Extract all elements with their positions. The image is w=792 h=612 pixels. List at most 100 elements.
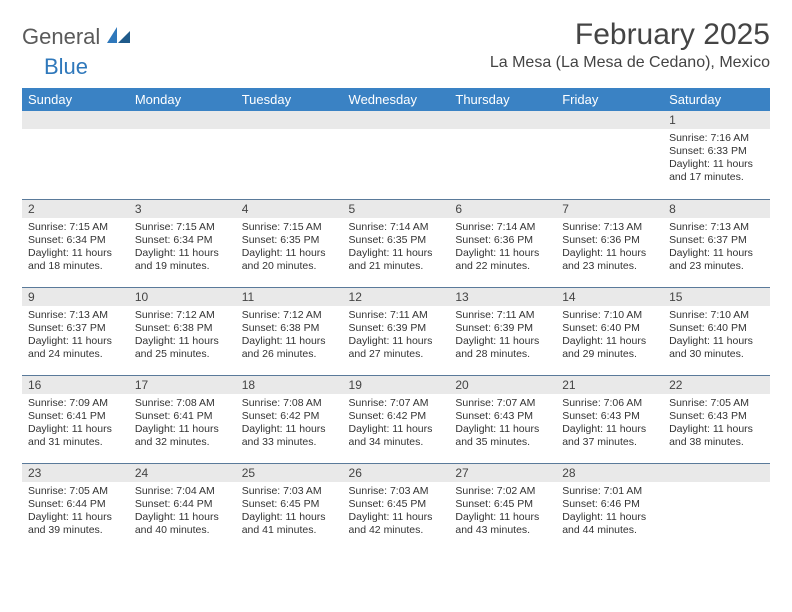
weekday-header: Sunday: [22, 88, 129, 111]
calendar-cell: 8Sunrise: 7:13 AMSunset: 6:37 PMDaylight…: [663, 199, 770, 287]
day-details: Sunrise: 7:15 AMSunset: 6:35 PMDaylight:…: [236, 218, 343, 278]
calendar-cell: 23Sunrise: 7:05 AMSunset: 6:44 PMDayligh…: [22, 463, 129, 551]
calendar-week-row: 9Sunrise: 7:13 AMSunset: 6:37 PMDaylight…: [22, 287, 770, 375]
calendar-cell: 28Sunrise: 7:01 AMSunset: 6:46 PMDayligh…: [556, 463, 663, 551]
calendar-cell: 20Sunrise: 7:07 AMSunset: 6:43 PMDayligh…: [449, 375, 556, 463]
day-number: 12: [343, 288, 450, 306]
calendar-page: General February 2025 La Mesa (La Mesa d…: [0, 0, 792, 561]
day-number: 20: [449, 376, 556, 394]
day-number: [343, 111, 450, 129]
logo-sail-icon: [106, 25, 132, 50]
day-details: Sunrise: 7:14 AMSunset: 6:36 PMDaylight:…: [449, 218, 556, 278]
calendar-cell: 13Sunrise: 7:11 AMSunset: 6:39 PMDayligh…: [449, 287, 556, 375]
weekday-header: Tuesday: [236, 88, 343, 111]
day-number: 19: [343, 376, 450, 394]
day-number: 9: [22, 288, 129, 306]
day-number: 13: [449, 288, 556, 306]
calendar-cell: 17Sunrise: 7:08 AMSunset: 6:41 PMDayligh…: [129, 375, 236, 463]
day-details: Sunrise: 7:10 AMSunset: 6:40 PMDaylight:…: [556, 306, 663, 366]
day-number: 24: [129, 464, 236, 482]
day-number: 6: [449, 200, 556, 218]
day-details: Sunrise: 7:11 AMSunset: 6:39 PMDaylight:…: [343, 306, 450, 366]
day-number: 1: [663, 111, 770, 129]
day-details: Sunrise: 7:15 AMSunset: 6:34 PMDaylight:…: [22, 218, 129, 278]
day-number: 10: [129, 288, 236, 306]
day-details: Sunrise: 7:10 AMSunset: 6:40 PMDaylight:…: [663, 306, 770, 366]
calendar-cell: [663, 463, 770, 551]
day-details: Sunrise: 7:15 AMSunset: 6:34 PMDaylight:…: [129, 218, 236, 278]
day-number: 28: [556, 464, 663, 482]
location-subtitle: La Mesa (La Mesa de Cedano), Mexico: [490, 54, 770, 72]
day-number: [449, 111, 556, 129]
calendar-cell: 19Sunrise: 7:07 AMSunset: 6:42 PMDayligh…: [343, 375, 450, 463]
weekday-header: Thursday: [449, 88, 556, 111]
weekday-header: Friday: [556, 88, 663, 111]
day-number: 7: [556, 200, 663, 218]
calendar-cell: 10Sunrise: 7:12 AMSunset: 6:38 PMDayligh…: [129, 287, 236, 375]
day-details: Sunrise: 7:13 AMSunset: 6:37 PMDaylight:…: [22, 306, 129, 366]
logo-text-blue: Blue: [44, 54, 88, 79]
calendar-cell: 11Sunrise: 7:12 AMSunset: 6:38 PMDayligh…: [236, 287, 343, 375]
day-number: 15: [663, 288, 770, 306]
day-details: [236, 129, 343, 136]
day-number: [236, 111, 343, 129]
day-number: 18: [236, 376, 343, 394]
calendar-week-row: 23Sunrise: 7:05 AMSunset: 6:44 PMDayligh…: [22, 463, 770, 551]
day-number: 25: [236, 464, 343, 482]
day-details: Sunrise: 7:01 AMSunset: 6:46 PMDaylight:…: [556, 482, 663, 542]
calendar-cell: 27Sunrise: 7:02 AMSunset: 6:45 PMDayligh…: [449, 463, 556, 551]
day-number: 14: [556, 288, 663, 306]
calendar-cell: [129, 111, 236, 199]
calendar-header-row: Sunday Monday Tuesday Wednesday Thursday…: [22, 88, 770, 111]
day-details: Sunrise: 7:02 AMSunset: 6:45 PMDaylight:…: [449, 482, 556, 542]
title-block: February 2025 La Mesa (La Mesa de Cedano…: [490, 18, 770, 72]
day-number: 17: [129, 376, 236, 394]
day-details: [449, 129, 556, 136]
day-details: Sunrise: 7:16 AMSunset: 6:33 PMDaylight:…: [663, 129, 770, 189]
day-details: Sunrise: 7:08 AMSunset: 6:42 PMDaylight:…: [236, 394, 343, 454]
calendar-cell: 12Sunrise: 7:11 AMSunset: 6:39 PMDayligh…: [343, 287, 450, 375]
day-details: Sunrise: 7:09 AMSunset: 6:41 PMDaylight:…: [22, 394, 129, 454]
weekday-header: Monday: [129, 88, 236, 111]
day-number: 22: [663, 376, 770, 394]
calendar-cell: [343, 111, 450, 199]
calendar-cell: 3Sunrise: 7:15 AMSunset: 6:34 PMDaylight…: [129, 199, 236, 287]
day-number: 27: [449, 464, 556, 482]
calendar-cell: [556, 111, 663, 199]
day-details: Sunrise: 7:05 AMSunset: 6:44 PMDaylight:…: [22, 482, 129, 542]
calendar-cell: [449, 111, 556, 199]
calendar-cell: 6Sunrise: 7:14 AMSunset: 6:36 PMDaylight…: [449, 199, 556, 287]
calendar-cell: 22Sunrise: 7:05 AMSunset: 6:43 PMDayligh…: [663, 375, 770, 463]
weekday-header: Wednesday: [343, 88, 450, 111]
day-number: 5: [343, 200, 450, 218]
calendar-cell: 15Sunrise: 7:10 AMSunset: 6:40 PMDayligh…: [663, 287, 770, 375]
calendar-cell: [22, 111, 129, 199]
day-details: Sunrise: 7:13 AMSunset: 6:36 PMDaylight:…: [556, 218, 663, 278]
day-number: 16: [22, 376, 129, 394]
day-details: [343, 129, 450, 136]
day-details: Sunrise: 7:08 AMSunset: 6:41 PMDaylight:…: [129, 394, 236, 454]
calendar-cell: [236, 111, 343, 199]
calendar-body: 1Sunrise: 7:16 AMSunset: 6:33 PMDaylight…: [22, 111, 770, 551]
day-number: [129, 111, 236, 129]
day-number: [556, 111, 663, 129]
calendar-cell: 26Sunrise: 7:03 AMSunset: 6:45 PMDayligh…: [343, 463, 450, 551]
day-details: Sunrise: 7:06 AMSunset: 6:43 PMDaylight:…: [556, 394, 663, 454]
day-details: Sunrise: 7:12 AMSunset: 6:38 PMDaylight:…: [236, 306, 343, 366]
calendar-week-row: 16Sunrise: 7:09 AMSunset: 6:41 PMDayligh…: [22, 375, 770, 463]
calendar-cell: 2Sunrise: 7:15 AMSunset: 6:34 PMDaylight…: [22, 199, 129, 287]
calendar-cell: 24Sunrise: 7:04 AMSunset: 6:44 PMDayligh…: [129, 463, 236, 551]
day-details: [556, 129, 663, 136]
calendar-cell: 5Sunrise: 7:14 AMSunset: 6:35 PMDaylight…: [343, 199, 450, 287]
day-number: 2: [22, 200, 129, 218]
day-details: [22, 129, 129, 136]
logo-text-general: General: [22, 24, 100, 50]
calendar-table: Sunday Monday Tuesday Wednesday Thursday…: [22, 88, 770, 551]
day-details: Sunrise: 7:07 AMSunset: 6:43 PMDaylight:…: [449, 394, 556, 454]
day-details: Sunrise: 7:04 AMSunset: 6:44 PMDaylight:…: [129, 482, 236, 542]
day-number: 4: [236, 200, 343, 218]
calendar-week-row: 1Sunrise: 7:16 AMSunset: 6:33 PMDaylight…: [22, 111, 770, 199]
day-details: Sunrise: 7:05 AMSunset: 6:43 PMDaylight:…: [663, 394, 770, 454]
day-number: 8: [663, 200, 770, 218]
logo: General: [22, 18, 134, 50]
